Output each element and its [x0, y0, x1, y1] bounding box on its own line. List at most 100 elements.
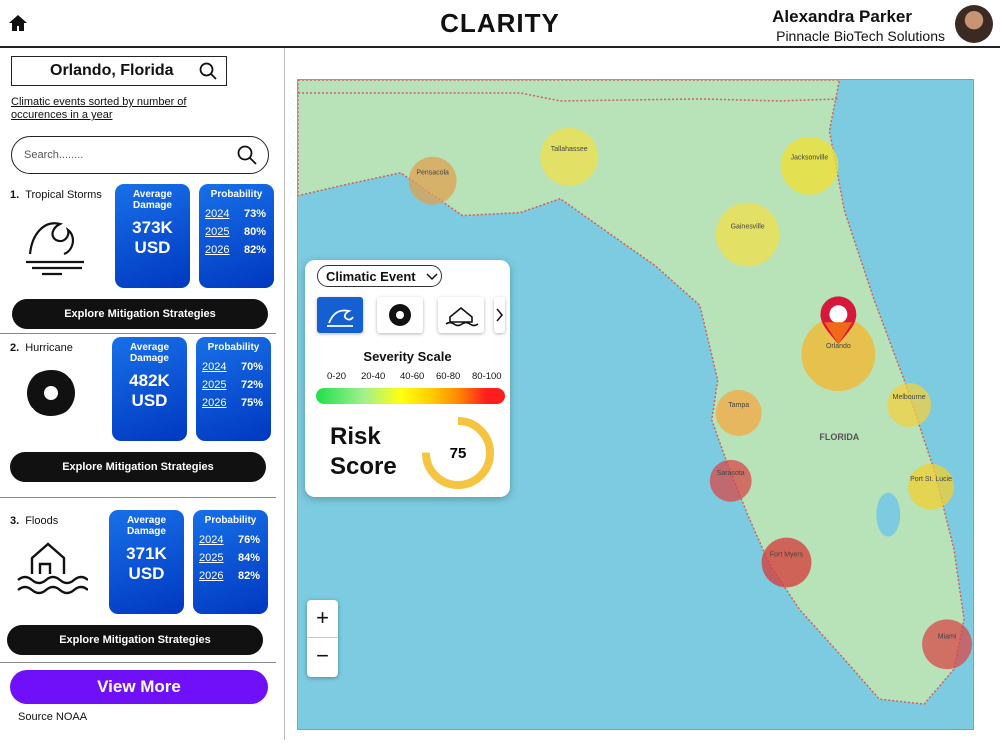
hurricane-icon: [388, 301, 412, 329]
damage-box: Average Damage 371K USD: [109, 510, 184, 614]
flood-icon: [445, 306, 479, 327]
mitigation-button[interactable]: Explore Mitigation Strategies: [7, 625, 263, 655]
hotspot[interactable]: [801, 317, 876, 392]
probability-value: 80%: [243, 226, 266, 238]
divider: [0, 497, 276, 498]
city-label: Jacksonville: [791, 155, 829, 162]
location: Orlando, Florida: [50, 62, 174, 79]
probability-year[interactable]: 2025: [202, 379, 227, 391]
event-name: Floods: [25, 515, 59, 527]
hotspot[interactable]: [922, 619, 972, 670]
zoom-control: + −: [307, 600, 338, 677]
search-placeholder: Search........: [24, 149, 84, 161]
event-heading: 1. Tropical Storms: [10, 189, 102, 201]
severity-title: Severity Scale: [363, 349, 452, 364]
severity-range: 20-40: [361, 371, 386, 382]
probability-year[interactable]: 2024: [205, 208, 230, 220]
severity-range: 40-60: [400, 371, 425, 382]
city-label: Gainesville: [731, 224, 765, 231]
probability-value: 76%: [237, 534, 260, 546]
probability-year[interactable]: 2026: [205, 244, 230, 256]
risk-score: 75: [450, 445, 467, 462]
probability-year[interactable]: 2026: [199, 570, 224, 582]
flood-tile[interactable]: [438, 297, 484, 333]
home-button[interactable]: [8, 13, 28, 38]
probability-row: 2024 76%: [193, 534, 268, 546]
header-divider: [0, 46, 1000, 48]
event-icon: [27, 366, 75, 420]
zoom-out[interactable]: −: [316, 643, 329, 668]
hotspot[interactable]: [408, 156, 457, 205]
damage-value: 371K: [126, 544, 167, 563]
next-arrow[interactable]: [494, 297, 505, 333]
city-label: Pensacola: [416, 170, 449, 177]
probability-value: 70%: [240, 361, 263, 373]
city-label: Tallahassee: [551, 146, 588, 153]
divider: [0, 662, 276, 663]
probability-year[interactable]: 2025: [199, 552, 224, 564]
state-border: [298, 92, 840, 102]
event-dropdown[interactable]: Climatic Event: [317, 265, 442, 287]
hotspot[interactable]: [887, 383, 932, 427]
divider: [0, 333, 276, 334]
mitigation-button[interactable]: Explore Mitigation Strategies: [10, 452, 266, 482]
probability-value: 72%: [240, 379, 263, 391]
storm-tile[interactable]: [317, 297, 363, 333]
risk-label: Risk Score: [330, 423, 397, 480]
damage-amount: 371K USD: [109, 544, 184, 584]
zoom-in[interactable]: +: [307, 600, 338, 638]
event-heading: 3. Floods: [10, 515, 58, 527]
probability-box: Probability 2024 70% 2025 72% 2026 75%: [196, 337, 271, 441]
city-label: Miami: [938, 633, 957, 640]
probability-year[interactable]: 2025: [205, 226, 230, 238]
city-label: Fort Myers: [770, 552, 804, 559]
storm-icon: [327, 309, 354, 327]
probability-row: 2026 82%: [193, 570, 268, 582]
hotspot[interactable]: [709, 459, 752, 502]
hotspot[interactable]: [908, 463, 955, 510]
avatar[interactable]: [955, 5, 993, 43]
view-more-button[interactable]: View More: [10, 670, 268, 704]
probability-row: 2024 70%: [196, 361, 271, 373]
search-icon: [237, 145, 257, 165]
mitigation-button[interactable]: Explore Mitigation Strategies: [12, 299, 268, 329]
damage-unit: USD: [134, 238, 171, 257]
probability-year[interactable]: 2024: [202, 361, 227, 373]
city-label: Tampa: [728, 402, 749, 409]
hotspot[interactable]: [715, 202, 780, 267]
event-heading: 2. Hurricane: [10, 342, 73, 354]
probability-value: 73%: [243, 208, 266, 220]
region-label: FLORIDA: [819, 432, 859, 442]
arrow-icon: [496, 308, 503, 322]
location-box[interactable]: Orlando, Florida: [11, 56, 227, 86]
hotspot[interactable]: [761, 537, 812, 588]
severity-bar: [316, 388, 505, 404]
probability-label: Probability: [204, 515, 257, 526]
damage-value: 373K: [132, 218, 173, 237]
hotspot[interactable]: [780, 136, 839, 195]
city-label: Sarasota: [717, 470, 745, 477]
damage-label: Average Damage: [126, 515, 167, 537]
probability-value: 82%: [237, 570, 260, 582]
probability-label: Probability: [210, 189, 263, 200]
probability-year[interactable]: 2024: [199, 534, 224, 546]
location-pin: [820, 296, 857, 345]
city-label: Port St. Lucie: [910, 476, 952, 483]
risk-gauge: 75: [422, 417, 494, 489]
risk-panel: Climatic Event Severity Scale Risk Score…: [305, 260, 510, 497]
probability-year[interactable]: 2026: [202, 397, 227, 409]
event-rank: 3.: [10, 515, 20, 527]
hotspot[interactable]: [540, 127, 599, 186]
app-title: CLARITY: [440, 8, 560, 38]
probability-label: Probability: [207, 342, 260, 353]
hotspot[interactable]: [715, 390, 762, 436]
probability-value: 75%: [240, 397, 263, 409]
damage-amount: 373K USD: [115, 218, 190, 258]
hurricane-tile[interactable]: [377, 297, 423, 333]
search-input[interactable]: Search........: [11, 136, 269, 174]
probability-box: Probability 2024 76% 2025 84% 2026 82%: [193, 510, 268, 614]
home-icon: [9, 15, 27, 31]
lake: [876, 492, 901, 537]
dropdown-label: Climatic Event: [326, 269, 416, 284]
